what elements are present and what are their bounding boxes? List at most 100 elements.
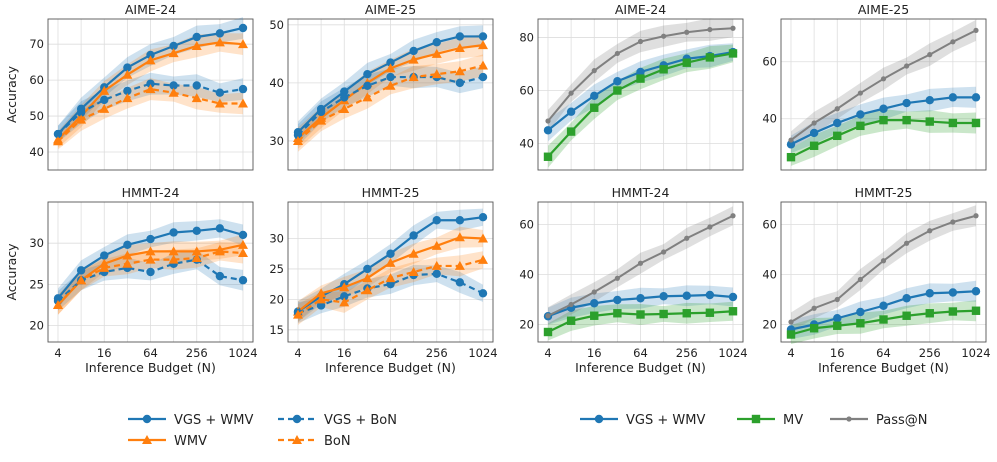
data-point <box>76 114 87 124</box>
data-point <box>927 228 933 234</box>
data-point <box>636 310 645 319</box>
data-point <box>431 48 442 58</box>
data-point <box>971 118 981 128</box>
y-tick-label: 25 <box>269 262 284 276</box>
x-tick-label: 256 <box>919 346 941 360</box>
y-tick-label: 60 <box>762 218 777 232</box>
x-tick-label: 16 <box>587 346 602 360</box>
legend-item: BoN <box>278 434 351 449</box>
data-point <box>316 107 326 117</box>
data-point <box>880 258 887 264</box>
data-point <box>238 276 248 285</box>
data-point <box>454 260 465 270</box>
y-tick-label: 30 <box>269 232 284 246</box>
data-point <box>637 38 644 45</box>
data-point <box>925 309 934 318</box>
y-axis-label: Accuracy <box>4 65 19 123</box>
data-point <box>145 254 156 264</box>
x-tick-label: 1024 <box>228 346 257 360</box>
data-point <box>902 294 911 303</box>
legend-item: Pass@N <box>830 413 928 428</box>
data-point <box>591 289 597 295</box>
data-point <box>408 267 419 276</box>
data-point <box>659 65 668 74</box>
subplot-4: AIME-25 40 60 <box>762 2 987 171</box>
data-point <box>385 63 396 73</box>
data-point <box>904 63 910 69</box>
data-point <box>973 27 979 33</box>
data-point <box>613 295 622 305</box>
legend-item: VGS + WMV <box>580 413 705 428</box>
data-point <box>123 240 132 250</box>
data-point <box>973 213 979 219</box>
data-point <box>811 120 817 126</box>
data-point <box>948 93 958 102</box>
subplot-title: HMMT-25 <box>855 185 913 200</box>
data-point <box>659 309 668 319</box>
data-point <box>340 93 349 102</box>
data-point <box>613 77 622 86</box>
data-point <box>728 292 738 302</box>
confidence-band <box>298 226 483 322</box>
data-point <box>238 98 248 108</box>
data-point <box>543 152 553 161</box>
y-tick-label: 60 <box>762 55 777 69</box>
legend-left: VGS + WMV WMV VGS + BoN BoN <box>128 413 397 449</box>
y-tick-label: 40 <box>29 145 44 159</box>
confidence-band <box>298 65 483 147</box>
data-point <box>316 115 327 125</box>
subplot-7: HMMT-24 20 40 60 4 16 64 256 1024 Inference Budge… <box>519 185 747 375</box>
x-tick-label: 1024 <box>961 346 990 360</box>
data-point <box>340 87 349 96</box>
data-point <box>76 275 87 285</box>
data-point <box>123 86 132 96</box>
x-tick-label: 1024 <box>468 346 497 360</box>
data-point <box>566 316 576 325</box>
data-point <box>169 228 178 237</box>
data-point <box>386 72 395 82</box>
data-point <box>478 254 488 264</box>
data-point <box>432 269 441 279</box>
data-point <box>409 231 418 240</box>
data-point <box>568 90 574 96</box>
subplot-2: AIME-25 30 40 50 <box>269 2 494 171</box>
data-point <box>636 294 645 303</box>
legend-label: VGS + WMV <box>174 413 253 428</box>
data-point <box>856 110 865 119</box>
data-point <box>478 289 488 298</box>
data-point <box>637 260 644 266</box>
data-point <box>728 49 738 58</box>
data-point <box>454 66 465 76</box>
data-point <box>948 288 958 297</box>
data-point <box>590 91 599 101</box>
data-point <box>146 79 155 88</box>
y-tick-label: 30 <box>29 236 44 250</box>
x-axis-label: Inference Budget (N) <box>575 360 706 375</box>
subplot-6: HMMT-25 15 20 25 30 4 16 64 256 1024 Inference Bud… <box>269 185 497 375</box>
data-point <box>146 234 155 244</box>
data-point <box>363 69 372 79</box>
data-point <box>857 276 863 283</box>
y-tick-label: 40 <box>762 268 777 282</box>
legend-label: MV <box>783 413 803 428</box>
data-point <box>293 135 303 145</box>
y-tick-label: 20 <box>519 318 534 332</box>
data-point <box>788 137 794 143</box>
data-point <box>636 74 645 83</box>
data-point <box>590 299 599 308</box>
axes-frame <box>287 201 494 343</box>
legend-label: WMV <box>174 434 207 449</box>
subplot-title: AIME-24 <box>125 2 176 17</box>
data-point <box>566 107 576 116</box>
data-point <box>613 309 622 318</box>
data-point <box>122 69 133 79</box>
data-point <box>543 126 553 135</box>
x-tick-label: 256 <box>676 346 698 360</box>
data-point <box>146 50 155 60</box>
data-point <box>191 93 202 103</box>
axes-frame <box>780 18 987 171</box>
data-point <box>682 58 691 67</box>
data-point <box>123 63 132 72</box>
data-point <box>293 309 303 319</box>
